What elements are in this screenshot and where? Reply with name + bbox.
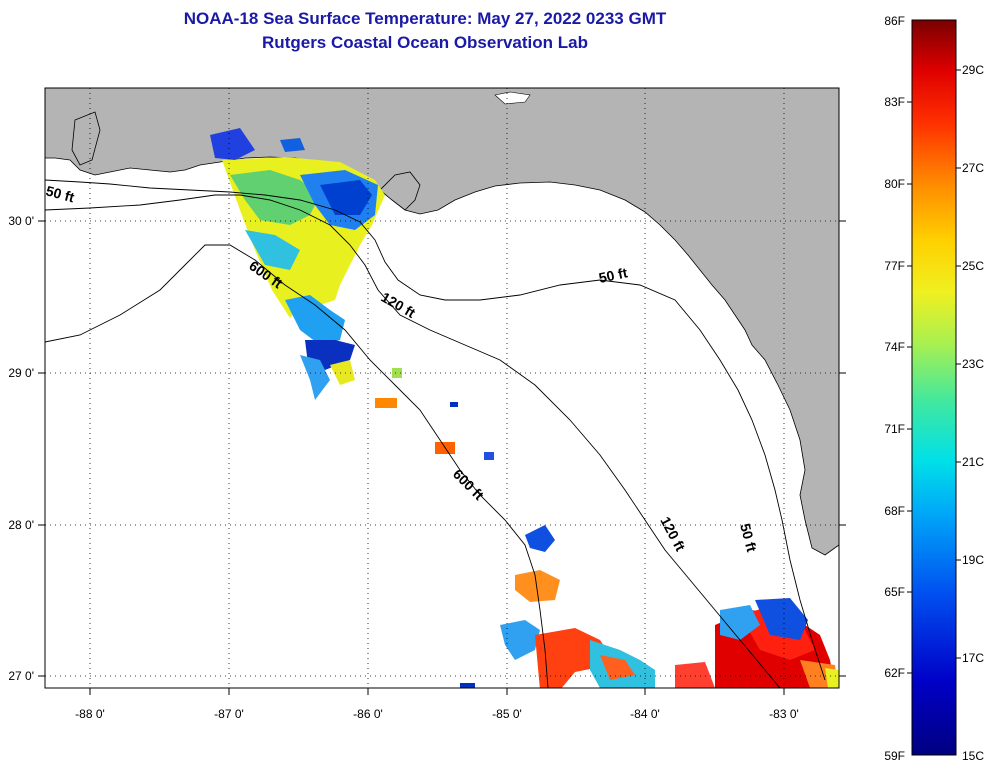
colorbar-f-label: 77F [884, 259, 905, 273]
axis-ticks [38, 220, 846, 695]
colorbar-c-label: 15C [962, 749, 984, 763]
colorbar-f-label: 86F [884, 14, 905, 28]
colorbar-c-label: 23C [962, 357, 984, 371]
contour-label-50-mid: 50 ft [597, 264, 629, 286]
map-title: NOAA-18 Sea Surface Temperature: May 27,… [183, 9, 667, 28]
colorbar-f-label: 83F [884, 95, 905, 109]
colorbar-f-label: 65F [884, 585, 905, 599]
colorbar-c-label: 29C [962, 63, 984, 77]
colorbar-f-label: 59F [884, 749, 905, 763]
y-tick-label: 27 0' [8, 669, 34, 683]
colorbar-gradient [911, 19, 957, 756]
x-tick-label: -88 0' [75, 707, 105, 721]
colorbar-c-label: 25C [962, 259, 984, 273]
y-tick-label: 29 0' [8, 366, 34, 380]
x-tick-label: -87 0' [214, 707, 244, 721]
colorbar: 86F 83F 80F 77F 74F 71F 68F 65F 62F 59F … [884, 14, 984, 763]
colorbar-f-label: 71F [884, 422, 905, 436]
x-tick-label: -85 0' [492, 707, 522, 721]
lake-island [494, 91, 531, 105]
grid-lines [45, 88, 839, 688]
contour-label-50-south: 50 ft [737, 522, 760, 554]
depth-contours [45, 179, 826, 688]
colorbar-f-label: 80F [884, 177, 905, 191]
land-cape [379, 171, 421, 211]
colorbar-c-label: 17C [962, 651, 984, 665]
sst-data [210, 128, 839, 688]
land-peninsula [71, 111, 101, 166]
x-tick-label: -84 0' [630, 707, 660, 721]
x-tick-label: -86 0' [353, 707, 383, 721]
contour-label-50-west: 50 ft [44, 182, 76, 205]
colorbar-c-label: 19C [962, 553, 984, 567]
x-tick-label: -83 0' [769, 707, 799, 721]
colorbar-c-label: 27C [962, 161, 984, 175]
colorbar-c-label: 21C [962, 455, 984, 469]
map-subtitle: Rutgers Coastal Ocean Observation Lab [262, 33, 588, 52]
y-tick-label: 28 0' [8, 518, 34, 532]
colorbar-f-label: 62F [884, 666, 905, 680]
colorbar-f-label: 74F [884, 340, 905, 354]
colorbar-f-label: 68F [884, 504, 905, 518]
y-tick-label: 30 0' [8, 214, 34, 228]
land-mass [45, 88, 839, 556]
